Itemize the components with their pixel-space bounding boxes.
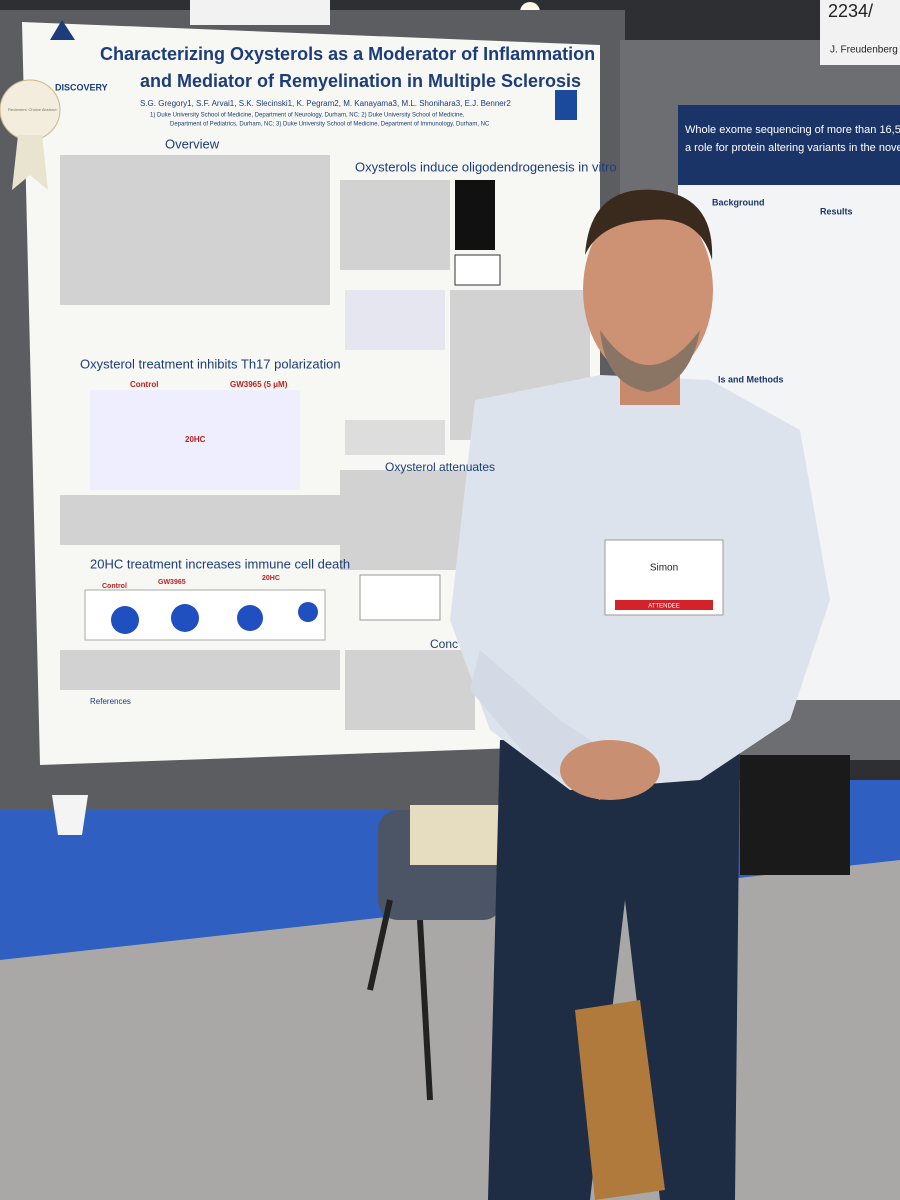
- conclusion-text: [345, 650, 475, 730]
- beard: [600, 330, 700, 392]
- board-number: 2234/: [828, 1, 873, 21]
- section-heading: Oxysterols induce oligodendrogenesis in …: [355, 159, 617, 174]
- density-blob: [298, 602, 318, 622]
- badge-strip: [615, 600, 713, 610]
- fig2-text: [60, 650, 340, 690]
- flow-panels: [90, 390, 300, 490]
- poster-title: and Mediator of Remyelination in Multipl…: [140, 71, 581, 91]
- bag: [575, 1000, 665, 1200]
- density-blob: [171, 604, 199, 632]
- section-heading: 20HC treatment increases immune cell dea…: [90, 556, 350, 571]
- badge-role: ATTENDEE: [648, 604, 680, 610]
- panel-label: GW3965 (5 μM): [230, 380, 288, 389]
- bar-figure: [454, 254, 501, 286]
- density-blob: [111, 606, 139, 634]
- panel-label: Control: [102, 583, 127, 590]
- face: [583, 200, 713, 380]
- presenter-name: J. Freudenberg: [830, 45, 898, 56]
- section-heading: Oxysterol treatment inhibits Th17 polari…: [80, 356, 341, 371]
- ribbon-text: Reviewers' Choice Abstract: [8, 107, 57, 112]
- ribbon-tails: [12, 135, 48, 190]
- panel-label: 20HC: [262, 575, 280, 582]
- poster-authors: S.G. Gregory1, S.F. Arvai1, S.K. Slecins…: [140, 99, 511, 108]
- figures: [84, 180, 501, 641]
- jeans: [488, 740, 740, 1200]
- fig1-text: [60, 495, 340, 545]
- chair-leg: [367, 899, 393, 991]
- right-heading: Results: [820, 206, 853, 216]
- bar-panels: [345, 420, 445, 455]
- chair-leg: [417, 919, 433, 1101]
- right-poster-title: Whole exome sequencing of more than 16,5…: [685, 124, 900, 136]
- right-poster-header: [678, 105, 900, 185]
- section-heading: Oxysterol attenuates: [385, 460, 495, 474]
- section-heading: Overview: [165, 136, 220, 151]
- tsne-plot: [345, 290, 445, 350]
- board-number-card: [820, 0, 900, 65]
- cup: [52, 795, 88, 835]
- panel-label: Control: [130, 380, 158, 389]
- panel-label: 20HC: [185, 435, 206, 444]
- right-poster-title: a role for protein altering variants in …: [685, 142, 900, 154]
- hair: [585, 189, 713, 260]
- fig3-text: [340, 180, 450, 270]
- right-heading: ls and Methods: [718, 374, 784, 384]
- logo-text: DISCOVERY: [55, 82, 108, 92]
- density-blob: [237, 605, 263, 631]
- section-heading: References: [90, 697, 131, 706]
- bystander-legs: [740, 755, 850, 875]
- poster-title: Characterizing Oxysterols as a Moderator…: [100, 44, 595, 64]
- right-heading: Background: [712, 197, 765, 207]
- logo-triangle: [50, 20, 75, 40]
- chair: [367, 805, 503, 1101]
- panel-label: GW3965: [158, 579, 186, 586]
- microscopy: [455, 180, 495, 250]
- duke-logo: [555, 90, 577, 120]
- top-card: [190, 0, 330, 25]
- cloth: [410, 805, 500, 865]
- poster-affiliation: 1) Duke University School of Medicine, D…: [150, 113, 465, 119]
- hands: [560, 740, 660, 800]
- overview-text: [60, 155, 330, 305]
- poster-affiliation: Department of Pediatrics, Durham, NC; 3)…: [170, 122, 490, 128]
- clinical-plot: [359, 574, 441, 621]
- attenuates-text: [340, 470, 480, 570]
- badge-name: Simon: [650, 563, 678, 574]
- section-heading: Conc: [430, 637, 458, 651]
- man: [450, 189, 830, 1200]
